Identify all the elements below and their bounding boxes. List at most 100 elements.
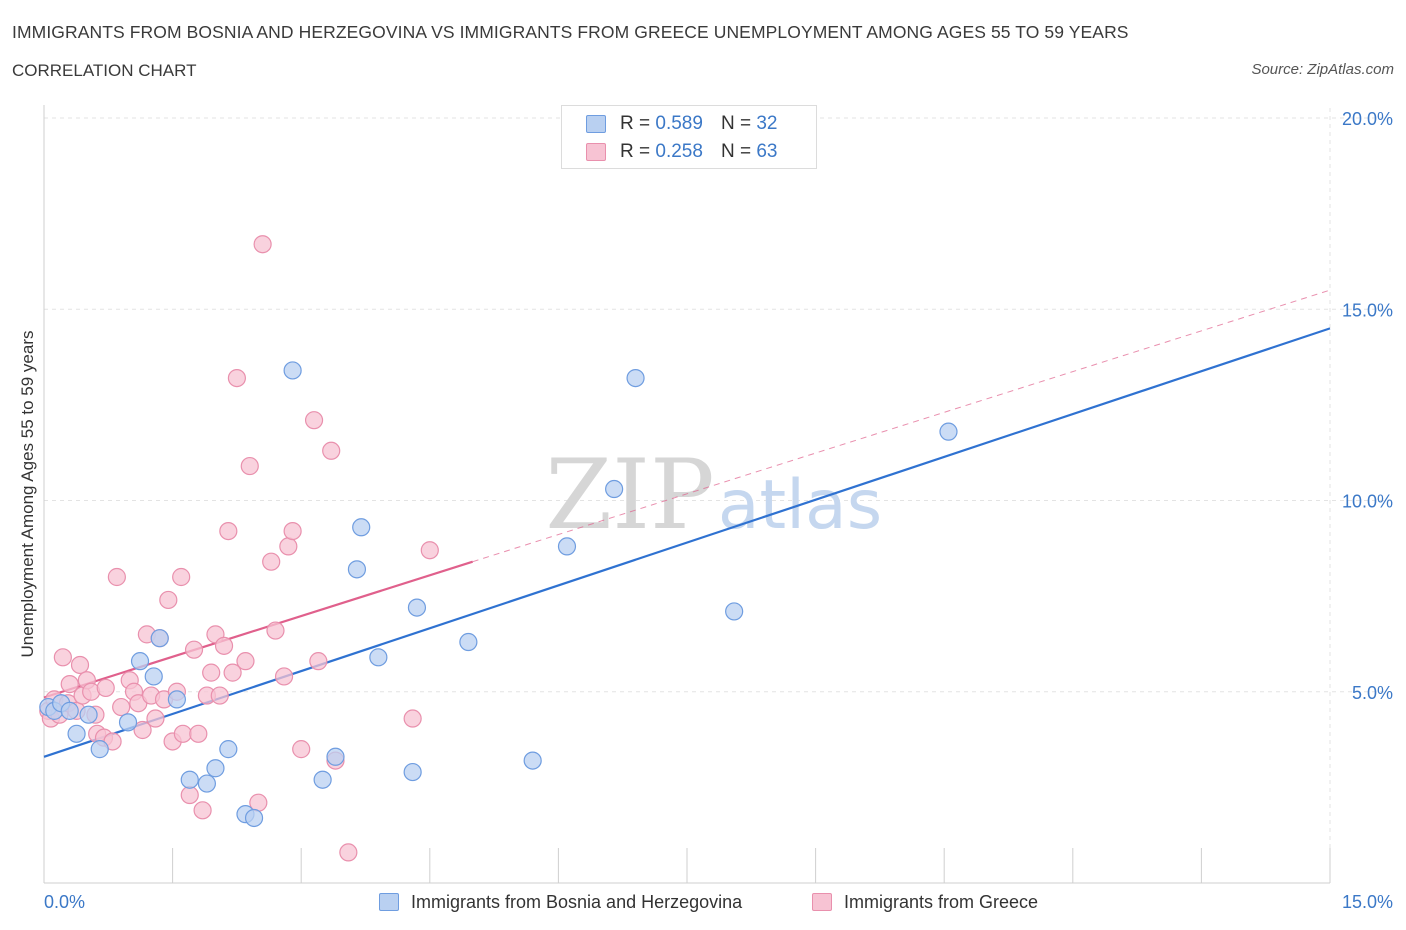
data-point-greece <box>107 567 126 587</box>
data-point-bosnia <box>403 762 422 782</box>
data-point-bosnia <box>939 422 958 441</box>
data-point-bosnia <box>626 369 645 388</box>
data-point-greece <box>240 456 259 476</box>
correlation-legend: R = 0.589 N = 32 R = 0.258 N = 63 <box>561 105 817 169</box>
data-point-greece <box>309 652 328 671</box>
data-point-greece <box>189 724 208 743</box>
axes <box>43 105 1331 884</box>
data-point-bosnia <box>180 770 199 789</box>
y-tick-label: 20.0% <box>1342 109 1393 129</box>
tick-labels: 5.0% 10.0% 15.0% 20.0% 0.0% 15.0% <box>44 109 1393 912</box>
data-point-greece <box>420 541 439 560</box>
data-point-bosnia <box>725 602 744 621</box>
data-point-bosnia <box>283 361 302 380</box>
data-point-greece <box>53 648 72 667</box>
data-point-bosnia <box>197 774 216 793</box>
legend-n-label: N = <box>720 113 752 134</box>
data-point-bosnia <box>352 518 371 537</box>
data-point-greece <box>60 674 79 694</box>
data-point-bosnia <box>144 667 163 686</box>
bottom-legend-label: Immigrants from Bosnia and Herzegovina <box>411 891 743 912</box>
x-tick-label: 0.0% <box>44 892 85 912</box>
data-point-bosnia <box>557 537 577 556</box>
data-point-bosnia <box>459 632 478 652</box>
data-point-greece <box>96 678 115 698</box>
data-point-greece <box>283 521 302 541</box>
data-point-bosnia <box>407 598 427 617</box>
data-point-bosnia <box>313 770 332 789</box>
data-point-greece <box>236 652 255 671</box>
data-point-greece <box>146 709 165 728</box>
legend-n-label: N = <box>720 141 752 162</box>
legend-n-value: 32 <box>756 113 778 134</box>
data-points <box>39 235 958 862</box>
legend-r-label: R = <box>620 113 651 134</box>
data-point-greece <box>274 667 294 686</box>
data-point-greece <box>184 640 204 659</box>
bottom-legend-swatch-pink <box>812 893 832 911</box>
data-point-greece <box>292 740 311 759</box>
source-label: Source: ZipAtlas.com <box>1251 61 1394 78</box>
data-point-greece <box>227 369 246 388</box>
y-tick-label: 10.0% <box>1342 492 1393 512</box>
data-point-bosnia <box>150 629 169 648</box>
data-point-bosnia <box>244 808 264 828</box>
data-point-bosnia <box>130 652 150 671</box>
data-point-greece <box>253 235 272 254</box>
watermark: ZIP atlas <box>545 439 882 551</box>
data-point-greece <box>266 621 285 640</box>
data-point-bosnia <box>206 759 225 778</box>
trend-line <box>472 289 1331 563</box>
legend-n-value: 63 <box>756 141 778 162</box>
data-point-greece <box>219 521 238 541</box>
data-point-bosnia <box>605 479 624 499</box>
data-point-greece <box>193 801 212 820</box>
legend-row-bosnia: R = 0.589 N = 32 <box>586 112 777 136</box>
watermark-zip: ZIP <box>545 439 714 551</box>
legend-r-value: 0.258 <box>655 141 703 162</box>
legend-row-greece: R = 0.258 N = 63 <box>586 140 777 164</box>
data-point-greece <box>172 567 191 587</box>
data-point-greece <box>322 441 341 460</box>
data-point-bosnia <box>523 751 542 770</box>
bottom-legend-swatch-blue <box>379 893 399 911</box>
bottom-legend-bosnia: Immigrants from Bosnia and Herzegovina <box>379 890 742 914</box>
y-tick-label: 15.0% <box>1342 300 1393 320</box>
x-tick-label: 15.0% <box>1342 892 1393 912</box>
data-point-greece <box>304 411 324 430</box>
data-point-bosnia <box>60 701 79 720</box>
data-point-greece <box>214 636 234 655</box>
data-point-greece <box>403 709 422 728</box>
data-point-greece <box>202 663 221 682</box>
trend-line <box>43 560 473 699</box>
data-point-bosnia <box>219 740 238 759</box>
data-point-greece <box>339 843 358 862</box>
data-point-bosnia <box>347 560 367 579</box>
data-point-greece <box>180 785 199 805</box>
data-point-greece <box>133 720 152 740</box>
data-point-bosnia <box>167 690 186 709</box>
chart-subtitle: CORRELATION CHART <box>12 61 197 80</box>
data-point-bosnia <box>79 705 98 724</box>
data-point-greece <box>112 697 131 717</box>
chart-title: IMMIGRANTS FROM BOSNIA AND HERZEGOVINA V… <box>12 22 1129 42</box>
data-point-greece <box>210 686 229 705</box>
data-point-greece <box>279 537 298 556</box>
trend-line <box>43 327 1331 758</box>
y-tick-label: 5.0% <box>1352 683 1393 703</box>
data-point-bosnia <box>90 740 109 759</box>
legend-r-label: R = <box>620 141 651 162</box>
legend-swatch-blue <box>586 115 606 133</box>
data-point-bosnia <box>369 648 388 667</box>
data-point-greece <box>173 724 192 743</box>
data-point-bosnia <box>326 747 345 766</box>
trend-lines <box>43 289 1331 758</box>
data-point-greece <box>223 663 242 682</box>
data-point-greece <box>70 655 90 675</box>
legend-swatch-pink <box>586 143 606 161</box>
data-point-greece <box>159 590 178 610</box>
legend-r-value: 0.589 <box>655 113 703 134</box>
bottom-legend-label: Immigrants from Greece <box>844 891 1039 912</box>
bottom-legend-greece: Immigrants from Greece <box>812 890 1038 914</box>
